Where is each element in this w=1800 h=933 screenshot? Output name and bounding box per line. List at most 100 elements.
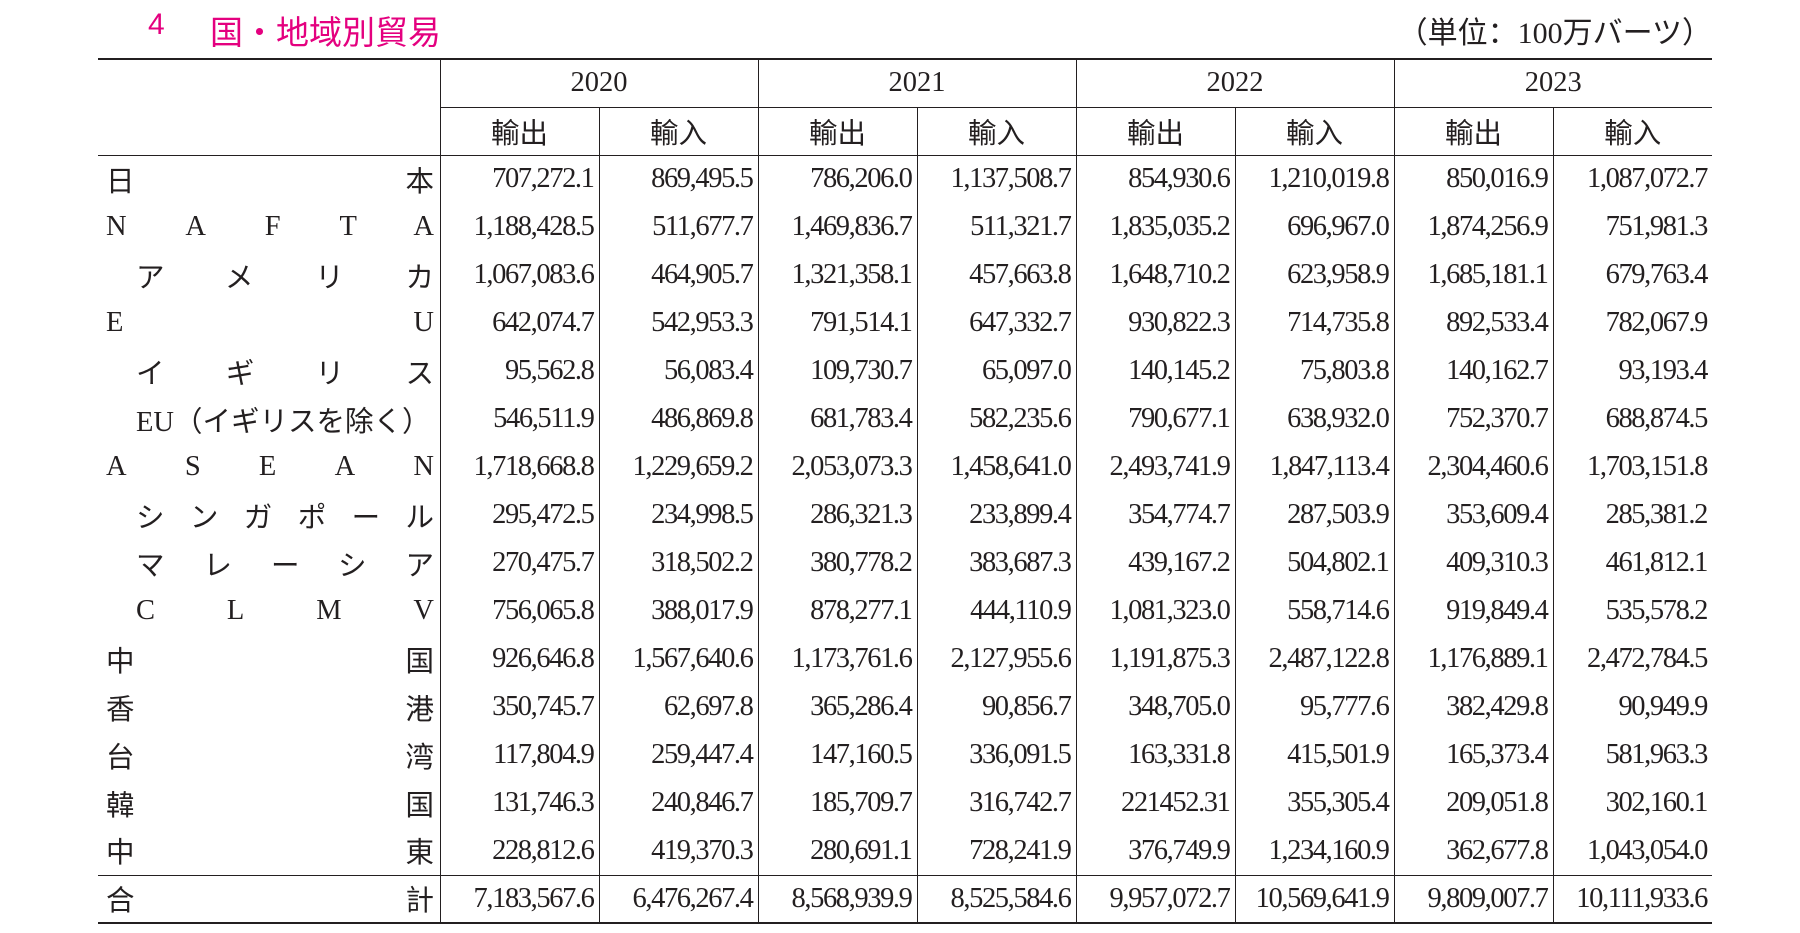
value: 1,458,641.0 [916, 443, 1076, 491]
value: 1,874,256.9 [1393, 203, 1553, 251]
row-label-cell: ASEAN [98, 443, 440, 491]
row-label: 中東 [106, 838, 705, 870]
value: 415,501.9 [1234, 731, 1394, 779]
row-label: 香港 [106, 694, 705, 726]
value: 65,097.0 [916, 347, 1076, 395]
row-label: CLMV [136, 595, 506, 626]
value: 623,958.9 [1234, 251, 1394, 299]
value: 647,332.7 [916, 299, 1076, 347]
value: 355,305.4 [1234, 779, 1394, 827]
value: 409,310.3 [1393, 539, 1553, 587]
value: 714,735.8 [1234, 299, 1394, 347]
value: 228,812.6 [439, 827, 599, 875]
value: 919,849.4 [1393, 587, 1553, 635]
table-row: EU（イギリスを除く） 546,511.9 486,869.8 681,783.4 58… [98, 395, 1712, 443]
value: 1,469,836.7 [757, 203, 917, 251]
value: 1,648,710.2 [1075, 251, 1235, 299]
trade-table: 2020 2021 2022 2023 輸出 輸入 輸出 輸入 輸出 輸入 輸出 輸入 日本 707,… [98, 58, 1712, 924]
value: 511,321.7 [916, 203, 1076, 251]
subheader-row: 輸出 輸入 輸出 輸入 輸出 輸入 輸出 輸入 [98, 107, 1712, 156]
value: 546,511.9 [439, 395, 599, 443]
value: 1,210,019.8 [1234, 155, 1394, 203]
value: 2,127,955.6 [916, 635, 1076, 683]
row-label-cell: マレーシア [98, 539, 440, 587]
value: 163,331.8 [1075, 731, 1235, 779]
value: 642,074.7 [439, 299, 599, 347]
year-row: 2020 2021 2022 2023 [98, 59, 1712, 156]
table-row: シンガポール 295,472.5 234,998.5 286,321.3 233,899… [98, 491, 1712, 539]
value: 1,087,072.7 [1552, 155, 1712, 203]
value: 350,745.7 [439, 683, 599, 731]
value: 1,188,428.5 [439, 203, 599, 251]
value: 1,137,508.7 [916, 155, 1076, 203]
value: 1,847,113.4 [1234, 443, 1394, 491]
sub-header: 輸入 [598, 107, 758, 156]
value: 348,705.0 [1075, 683, 1235, 731]
row-label-cell: 合計 [98, 874, 440, 923]
value: 259,447.4 [598, 731, 758, 779]
value: 316,742.7 [916, 779, 1076, 827]
value: 511,677.7 [598, 203, 758, 251]
row-label-cell: EU（イギリスを除く） [98, 395, 440, 443]
value: 542,953.3 [598, 299, 758, 347]
section-number: 4 [148, 8, 165, 41]
value: 558,714.6 [1234, 587, 1394, 635]
table-body: 日本 707,272.1 869,495.5 786,206.0 1,137,508.7… [98, 155, 1712, 923]
row-label: マレーシア [136, 550, 474, 582]
value: 95,777.6 [1234, 683, 1394, 731]
value: 790,677.1 [1075, 395, 1235, 443]
table-row: アメリカ 1,067,083.6 464,905.7 1,321,358.1 457,6… [98, 251, 1712, 299]
row-label-cell: 台湾 [98, 731, 440, 779]
row-label: EU（イギリスを除く） [136, 406, 431, 438]
value: 286,321.3 [757, 491, 917, 539]
value: 869,495.5 [598, 155, 758, 203]
row-label-cell: 韓国 [98, 779, 440, 827]
value: 444,110.9 [916, 587, 1076, 635]
row-label-cell: EU [98, 299, 440, 347]
value: 9,809,007.7 [1393, 874, 1553, 923]
value: 280,691.1 [757, 827, 917, 875]
year-header: 2022 [1075, 59, 1394, 108]
value: 1,234,160.9 [1234, 827, 1394, 875]
value: 140,145.2 [1075, 347, 1235, 395]
value: 117,804.9 [439, 731, 599, 779]
table-row: 韓国 131,746.3 240,846.7 185,709.7 316,742.7 22… [98, 779, 1712, 827]
value: 582,235.6 [916, 395, 1076, 443]
value: 930,822.3 [1075, 299, 1235, 347]
value: 285,381.2 [1552, 491, 1712, 539]
row-label: NAFTA [106, 211, 493, 242]
row-label-cell: アメリカ [98, 251, 440, 299]
row-label: 台湾 [106, 742, 705, 774]
table-row: 合計 7,183,567.6 6,476,267.4 8,568,939.9 8,525… [98, 874, 1712, 923]
sub-header: 輸入 [916, 107, 1076, 156]
table-row: ASEAN 1,718,668.8 1,229,659.2 2,053,073.3 1,… [98, 443, 1712, 491]
sub-header: 輸出 [439, 107, 599, 156]
value: 109,730.7 [757, 347, 917, 395]
value: 679,763.4 [1552, 251, 1712, 299]
value: 376,749.9 [1075, 827, 1235, 875]
row-label-cell: シンガポール [98, 491, 440, 539]
value: 147,160.5 [757, 731, 917, 779]
value: 336,091.5 [916, 731, 1076, 779]
row-label-cell: 日本 [98, 155, 440, 203]
value: 6,476,267.4 [598, 874, 758, 923]
value: 696,967.0 [1234, 203, 1394, 251]
value: 728,241.9 [916, 827, 1076, 875]
value: 464,905.7 [598, 251, 758, 299]
table-row: マレーシア 270,475.7 318,502.2 380,778.2 383,687.… [98, 539, 1712, 587]
value: 1,229,659.2 [598, 443, 758, 491]
value: 93,193.4 [1552, 347, 1712, 395]
value: 287,503.9 [1234, 491, 1394, 539]
value: 2,053,073.3 [757, 443, 917, 491]
sub-header: 輸出 [757, 107, 917, 156]
table-row: 香港 350,745.7 62,697.8 365,286.4 90,856.7 348,… [98, 683, 1712, 731]
table-row: 台湾 117,804.9 259,447.4 147,160.5 336,091.5 16… [98, 731, 1712, 779]
table-row: 日本 707,272.1 869,495.5 786,206.0 1,137,508.7… [98, 155, 1712, 203]
value: 2,472,784.5 [1552, 635, 1712, 683]
row-label: 合計 [106, 886, 705, 918]
year-header: 2020 [439, 59, 758, 108]
value: 1,567,640.6 [598, 635, 758, 683]
value: 786,206.0 [757, 155, 917, 203]
value: 8,525,584.6 [916, 874, 1076, 923]
row-label: 日本 [106, 166, 705, 198]
